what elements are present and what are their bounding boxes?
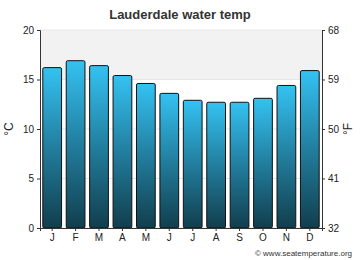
tick: 20 [23,25,40,36]
tick: J [190,228,195,243]
tick-mark [322,80,325,81]
tick-label: 15 [23,74,35,85]
axis-line [37,31,41,229]
tick-mark [75,228,76,231]
tick: 68 [322,25,340,36]
tick-mark [262,228,263,231]
tick-mark [169,228,170,231]
bar [160,93,179,228]
axis-line [323,31,326,229]
bar [300,71,319,228]
tick: 41 [322,173,340,184]
bar [43,68,62,228]
tick-mark [322,30,325,31]
tick: S [236,228,243,243]
tick-label: 59 [328,74,340,85]
tick-label: O [259,232,267,243]
tick-label: 32 [328,223,340,234]
y2-axis: 32 41 50 59 68 [322,25,340,234]
tick-mark [322,179,325,180]
tick: J [50,228,55,243]
tick-mark [99,228,100,231]
tick-label: M [142,232,150,243]
tick-label: D [306,232,313,243]
bar [207,102,226,228]
credit: © www.seatemperature.org [255,249,352,258]
tick-mark [309,228,310,231]
tick-mark [37,129,40,130]
tick: D [306,228,313,243]
tick: O [259,228,267,243]
tick-label: 68 [328,25,340,36]
tick-label: S [236,232,243,243]
tick: M [95,228,103,243]
tick-mark [239,228,240,231]
tick-label: 41 [328,173,340,184]
tick-label: A [213,232,220,243]
tick-mark [37,179,40,180]
bar [230,102,249,228]
tick-mark [286,228,287,231]
tick-mark [322,129,325,130]
tick-mark [192,228,193,231]
tick-label: 20 [23,25,35,36]
tick-mark [37,228,40,229]
tick-mark [37,30,40,31]
bar [277,85,296,228]
tick: 15 [23,74,40,85]
tick-label: M [95,232,103,243]
x-axis: JFMAMJJASOND [41,228,323,243]
tick-label: 10 [23,124,35,135]
tick-mark [37,80,40,81]
tick: 50 [322,124,340,135]
bar [136,83,155,228]
tick-label: J [167,232,172,243]
bars [43,61,319,228]
tick: A [119,228,126,243]
tick: 0 [28,223,40,234]
bar [66,61,85,228]
title: Lauderdale water temp [109,7,251,22]
tick-label: J [190,232,195,243]
tick-label: N [283,232,290,243]
tick: M [142,228,150,243]
tick-label: 0 [28,223,34,234]
y-axis: 0 5 10 15 20 [23,25,41,234]
tick: 5 [28,173,40,184]
tick: A [213,228,220,243]
tick: F [73,228,79,243]
y-axis-title: °C [2,122,16,136]
tick-label: 50 [328,124,340,135]
tick: 59 [322,74,340,85]
tick: 10 [23,124,40,135]
chart: 0 5 10 15 20 32 41 50 59 68 J F M A M J J A S O N D Lauderdale… [0,0,360,260]
bar [254,98,273,228]
grid-line [40,30,322,31]
tick-mark [122,228,123,231]
tick: N [283,228,290,243]
bar [90,66,109,228]
tick-label: A [119,232,126,243]
tick-mark [52,228,53,231]
plot-background [40,30,322,228]
tick-mark [216,228,217,231]
bar [113,76,132,228]
tick-mark [145,228,146,231]
axis-line [41,229,323,232]
plot: 0 5 10 15 20 32 41 50 59 68 J F M A M J J A S O N D [23,25,340,243]
tick-label: F [73,232,79,243]
tick: 32 [322,223,340,234]
tick: J [167,228,172,243]
tick-label: 5 [28,173,34,184]
bar [183,100,202,228]
y2-axis-title: °F [341,123,355,135]
tick-label: J [50,232,55,243]
